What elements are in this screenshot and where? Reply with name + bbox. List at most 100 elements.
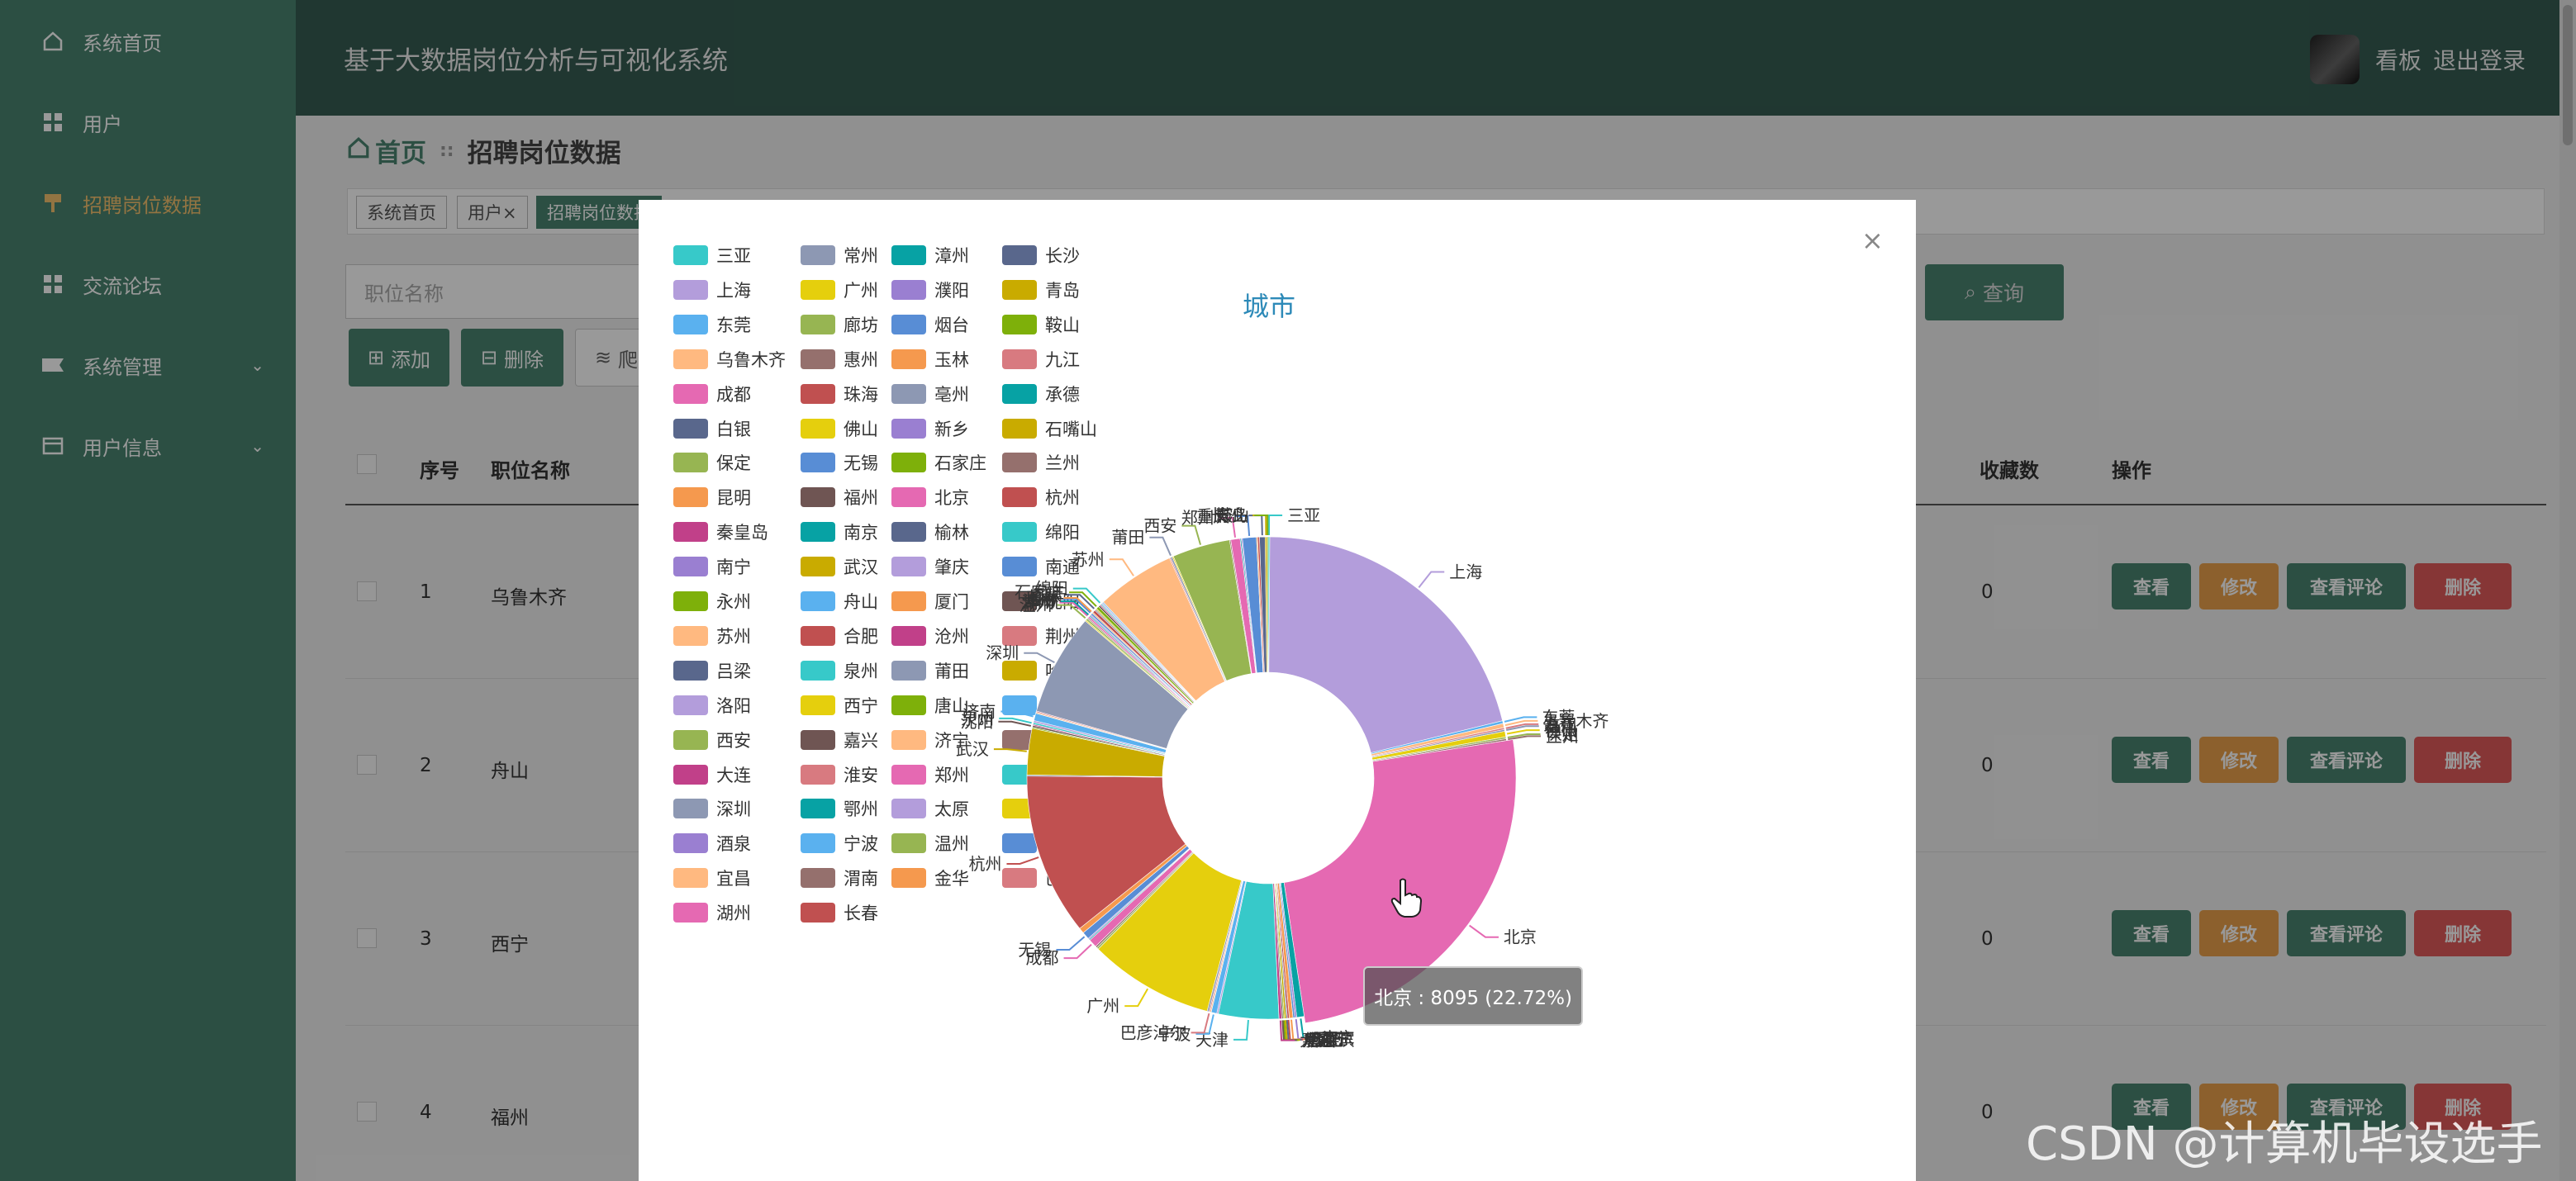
view-comments-button[interactable]: 查看评论: [2287, 1084, 2406, 1130]
add-button[interactable]: ⊞ 添加: [349, 329, 449, 387]
sidebar-item-users[interactable]: 用户: [41, 97, 281, 147]
edit-button[interactable]: 修改: [2199, 737, 2279, 783]
row-delete-button[interactable]: 删除: [2414, 563, 2512, 609]
edit-button[interactable]: 修改: [2199, 563, 2279, 609]
legend-item[interactable]: 温州: [891, 831, 969, 856]
legend-item[interactable]: 唐山: [891, 693, 969, 718]
legend-item[interactable]: 上海: [673, 277, 751, 302]
legend-item[interactable]: 烟台: [891, 312, 969, 337]
sidebar-item-jobs[interactable]: 招聘岗位数据: [41, 178, 281, 228]
legend-item[interactable]: 漳州: [891, 243, 969, 268]
view-button[interactable]: 查看: [2112, 1084, 2191, 1130]
row-delete-button[interactable]: 删除: [2414, 1084, 2512, 1130]
legend-item[interactable]: 鞍山: [1002, 312, 1080, 337]
sidebar-item-userinfo[interactable]: 用户信息 ⌄: [41, 421, 281, 471]
legend-item[interactable]: 湖州: [673, 900, 751, 925]
legend-item[interactable]: 保定: [673, 450, 751, 475]
legend-item[interactable]: 南宁: [673, 554, 751, 579]
legend-item[interactable]: 沧州: [891, 624, 969, 648]
logout-link[interactable]: 退出登录: [2433, 47, 2526, 74]
legend-item[interactable]: 兰州: [1002, 450, 1080, 475]
pie-chart[interactable]: 三亚上海东莞乌鲁木齐九江亳州佛山保定兰州北京南京南宁厦门合肥吕梁哈尔滨唐山嘉兴大…: [639, 200, 1916, 1181]
view-comments-button[interactable]: 查看评论: [2287, 910, 2406, 956]
view-comments-button[interactable]: 查看评论: [2287, 737, 2406, 783]
legend-item[interactable]: 成都: [673, 382, 751, 406]
legend-item[interactable]: 惠州: [801, 347, 878, 372]
sidebar-item-forum[interactable]: 交流论坛: [41, 259, 281, 309]
legend-item[interactable]: 乌鲁木齐: [673, 347, 786, 372]
sidebar-item-system[interactable]: 系统管理 ⌄: [41, 340, 281, 390]
legend-item[interactable]: 大连: [673, 762, 751, 787]
legend-item[interactable]: 西宁: [801, 693, 878, 718]
legend-item[interactable]: 鄂州: [801, 796, 878, 821]
legend-item[interactable]: 舟山: [801, 589, 878, 614]
legend-item[interactable]: 廊坊: [801, 312, 878, 337]
header-title[interactable]: 职位名称: [491, 459, 570, 482]
legend-item[interactable]: 承德: [1002, 382, 1080, 406]
legend-item[interactable]: 太原: [891, 796, 969, 821]
sidebar-item-home[interactable]: 系统首页: [41, 17, 281, 66]
row-delete-button[interactable]: 删除: [2414, 737, 2512, 783]
row-delete-button[interactable]: 删除: [2414, 910, 2512, 956]
legend-item[interactable]: 南京: [801, 519, 878, 544]
legend-item[interactable]: 杭州: [1002, 485, 1080, 510]
legend-item[interactable]: 广州: [801, 277, 878, 302]
legend-item[interactable]: 肇庆: [891, 554, 969, 579]
legend-item[interactable]: 合肥: [801, 624, 878, 648]
row-checkbox[interactable]: [357, 581, 377, 601]
legend-item[interactable]: 北京: [891, 485, 969, 510]
avatar[interactable]: [2310, 35, 2360, 84]
legend-item[interactable]: 无锡: [801, 450, 878, 475]
legend-item[interactable]: 苏州: [673, 624, 751, 648]
scrollbar-thumb[interactable]: [2563, 5, 2573, 145]
row-checkbox[interactable]: [357, 928, 377, 948]
close-icon[interactable]: ×: [1861, 225, 1884, 256]
row-checkbox[interactable]: [357, 755, 377, 775]
edit-button[interactable]: 修改: [2199, 1084, 2279, 1130]
select-all-checkbox[interactable]: [357, 454, 377, 474]
legend-item[interactable]: 长沙: [1002, 243, 1080, 268]
legend-item[interactable]: 洛阳: [673, 693, 751, 718]
legend-item[interactable]: 秦皇岛: [673, 519, 768, 544]
legend-item[interactable]: 酒泉: [673, 831, 751, 856]
delete-button[interactable]: ⊟ 删除: [461, 329, 563, 387]
legend-item[interactable]: 淮安: [801, 762, 878, 787]
tab-home[interactable]: 系统首页: [356, 196, 447, 229]
legend-item[interactable]: 九江: [1002, 347, 1080, 372]
legend-item[interactable]: 常州: [801, 243, 878, 268]
legend-item[interactable]: 绵阳: [1002, 519, 1080, 544]
legend-item[interactable]: 深圳: [673, 796, 751, 821]
legend-item[interactable]: 吕梁: [673, 658, 751, 683]
pie-slice[interactable]: [1268, 536, 1504, 753]
edit-button[interactable]: 修改: [2199, 910, 2279, 956]
view-comments-button[interactable]: 查看评论: [2287, 563, 2406, 609]
legend-item[interactable]: 泉州: [801, 658, 878, 683]
legend-item[interactable]: 厦门: [891, 589, 969, 614]
legend-item[interactable]: 南通: [1002, 554, 1080, 579]
page-scrollbar[interactable]: [2559, 0, 2576, 1181]
legend-item[interactable]: 西安: [673, 728, 751, 752]
legend-item[interactable]: 长春: [801, 900, 878, 925]
legend-item[interactable]: 莆田: [891, 658, 969, 683]
legend-item[interactable]: 濮阳: [891, 277, 969, 302]
legend-item[interactable]: 福州: [801, 485, 878, 510]
legend-item[interactable]: 永州: [673, 589, 751, 614]
legend-item[interactable]: 济宁: [891, 728, 969, 752]
legend-item[interactable]: 珠海: [801, 382, 878, 406]
legend-item[interactable]: 郑州: [891, 762, 969, 787]
header-fav[interactable]: 收藏数: [1980, 459, 2039, 482]
pie-slice[interactable]: [1267, 536, 1269, 673]
legend-item[interactable]: 石嘴山: [1002, 416, 1097, 441]
legend-item[interactable]: 渭南: [801, 866, 878, 890]
legend-item[interactable]: 青岛: [1002, 277, 1080, 302]
query-button[interactable]: ⌕ 查询: [1925, 264, 2064, 320]
legend-item[interactable]: 东莞: [673, 312, 751, 337]
view-button[interactable]: 查看: [2112, 563, 2191, 609]
legend-item[interactable]: 亳州: [891, 382, 969, 406]
view-button[interactable]: 查看: [2112, 737, 2191, 783]
legend-item[interactable]: 宜昌: [673, 866, 751, 890]
view-button[interactable]: 查看: [2112, 910, 2191, 956]
legend-item[interactable]: 金华: [891, 866, 969, 890]
tab-users[interactable]: 用户×: [457, 196, 528, 229]
legend-item[interactable]: 嘉兴: [801, 728, 878, 752]
